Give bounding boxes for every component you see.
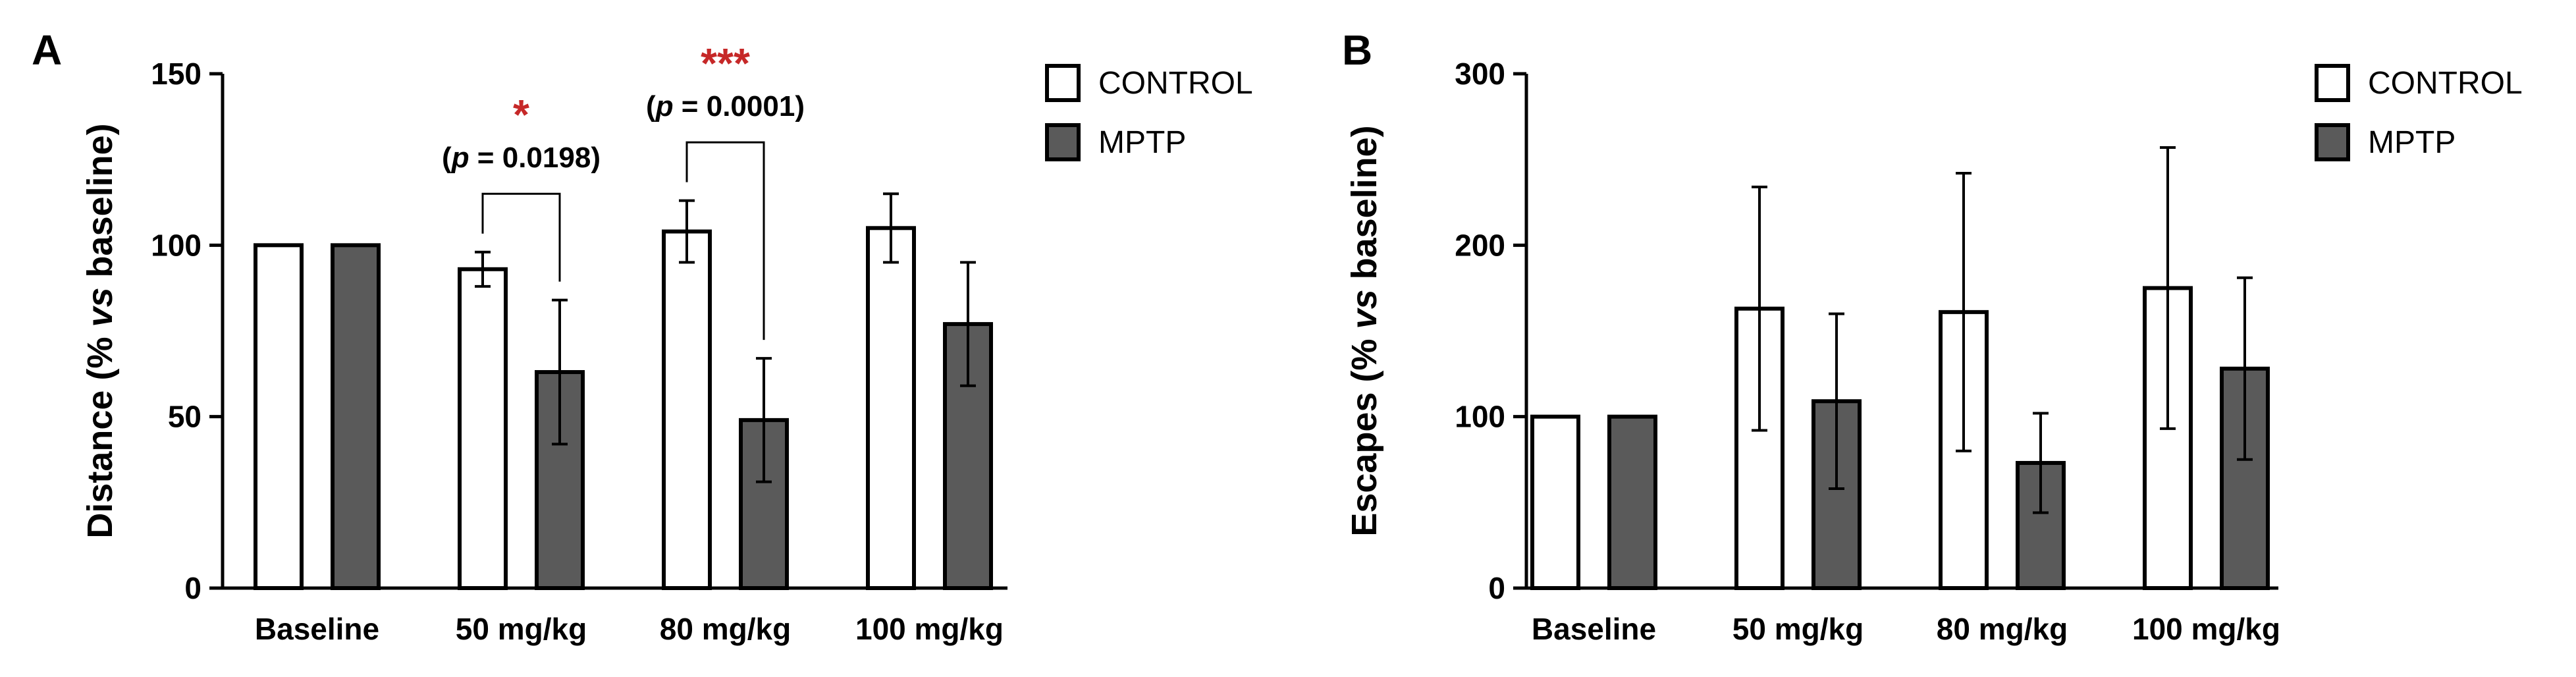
y-tick-label: 50 bbox=[168, 400, 201, 434]
p-open-paren: ( bbox=[442, 142, 452, 174]
y-tick-label: 100 bbox=[1455, 400, 1505, 434]
legend-swatch-control bbox=[2315, 64, 2350, 102]
legend-label-mptp: MPTP bbox=[1098, 125, 1186, 160]
bar-control-3 bbox=[866, 226, 916, 590]
y-tick-label: 100 bbox=[151, 228, 201, 262]
bar-control-2 bbox=[662, 229, 712, 590]
legend-swatch-mptp bbox=[2315, 123, 2350, 161]
p-symbol: p bbox=[655, 90, 674, 122]
legend-swatch-mptp bbox=[1045, 123, 1081, 161]
p-value-label: (p = 0.0198) bbox=[442, 142, 601, 174]
legend-swatch-control bbox=[1045, 64, 1081, 102]
significance-stars: * bbox=[513, 91, 529, 138]
panel-letter: B bbox=[1342, 26, 1372, 74]
y-tick-label: 0 bbox=[184, 571, 201, 605]
p-close-paren: ) bbox=[795, 90, 805, 122]
y-axis-label: Escapes (% vs baseline) bbox=[1345, 125, 1384, 536]
legend-label-mptp: MPTP bbox=[2368, 125, 2455, 160]
bar-mptp-0 bbox=[331, 243, 381, 591]
y-axis-label-italic: vs bbox=[1345, 289, 1384, 329]
legend-label-control: CONTROL bbox=[2368, 66, 2523, 101]
x-tick-label: 80 mg/kg bbox=[1937, 612, 2068, 646]
y-tick-label: 0 bbox=[1488, 571, 1505, 605]
x-tick-label: 50 mg/kg bbox=[1732, 612, 1864, 646]
x-tick-label: Baseline bbox=[255, 612, 379, 646]
y-tick-label: 300 bbox=[1455, 57, 1505, 91]
p-value-text: = 0.0198 bbox=[470, 142, 591, 174]
y-tick-label: 150 bbox=[151, 57, 201, 91]
p-value-label: (p = 0.0001) bbox=[646, 90, 805, 122]
significance-bracket bbox=[481, 192, 561, 282]
bar-mptp-0 bbox=[1607, 414, 1657, 591]
p-open-paren: ( bbox=[646, 90, 656, 122]
y-axis-label-prefix: Distance (% bbox=[80, 327, 120, 539]
panel-b: B 0 100 200 300 Escapes (% vs baseline) Baseli… bbox=[1342, 26, 2523, 646]
significance-stars: *** bbox=[701, 40, 750, 87]
bar-control-0 bbox=[1530, 414, 1580, 591]
p-value-text: = 0.0001 bbox=[674, 90, 795, 122]
y-axis-label-suffix: baseline) bbox=[1345, 125, 1384, 289]
y-axis-label-italic: vs bbox=[80, 287, 120, 327]
bar-control-1 bbox=[458, 267, 508, 590]
y-axis-label: Distance (% vs baseline) bbox=[80, 123, 120, 538]
x-tick-label: 100 mg/kg bbox=[855, 612, 1004, 646]
p-close-paren: ) bbox=[591, 142, 601, 174]
y-tick-label: 200 bbox=[1455, 228, 1505, 262]
panel-letter: A bbox=[32, 26, 62, 74]
y-axis-label-suffix: baseline) bbox=[80, 123, 120, 287]
bar-control-0 bbox=[254, 243, 304, 591]
significance-bracket bbox=[685, 141, 765, 340]
x-tick-label: 100 mg/kg bbox=[2132, 612, 2280, 646]
panel-a: A 0 50 100 150 Distance (% vs baseline) Baseli… bbox=[32, 26, 1253, 646]
x-tick-label: Baseline bbox=[1532, 612, 1656, 646]
x-tick-label: 50 mg/kg bbox=[456, 612, 587, 646]
p-symbol: p bbox=[451, 142, 470, 174]
x-tick-label: 80 mg/kg bbox=[660, 612, 791, 646]
legend-label-control: CONTROL bbox=[1098, 66, 1253, 101]
y-axis-label-prefix: Escapes (% bbox=[1345, 329, 1384, 537]
